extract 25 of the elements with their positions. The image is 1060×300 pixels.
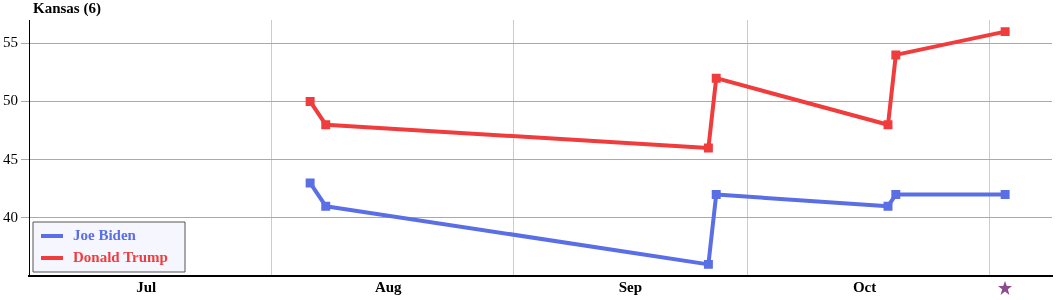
y-tick-label: 55 — [3, 34, 18, 51]
point — [321, 120, 331, 130]
point — [305, 96, 315, 106]
point — [1000, 190, 1010, 200]
x-tick-label: Oct — [852, 278, 877, 295]
point — [711, 190, 721, 200]
point — [711, 73, 721, 83]
chart-title: Kansas (6) — [33, 0, 101, 18]
legend-label: Donald Trump — [73, 248, 168, 265]
point — [305, 178, 315, 188]
y-tick-label: 45 — [3, 150, 18, 167]
x-tick-label: Jul — [136, 278, 157, 295]
point — [891, 190, 901, 200]
point — [883, 201, 893, 211]
x-tick-label: Sep — [618, 278, 642, 295]
point — [703, 143, 713, 153]
point — [1000, 27, 1010, 37]
point — [891, 50, 901, 60]
x-tick-label: Aug — [374, 278, 403, 295]
y-tick-label: 40 — [3, 208, 18, 225]
legend-label: Joe Biden — [73, 226, 137, 243]
point — [883, 120, 893, 130]
point — [321, 201, 331, 211]
point — [703, 259, 713, 269]
y-tick-label: 50 — [3, 92, 18, 109]
